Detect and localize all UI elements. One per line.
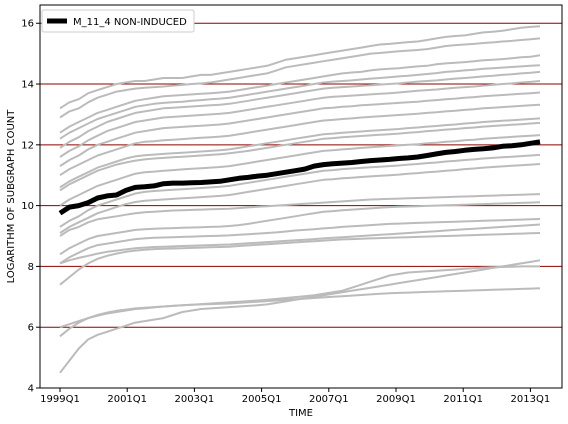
background-series-line	[59, 287, 541, 329]
legend: M_11_4 NON-INDUCED	[41, 9, 195, 33]
x-tick-label: 2009Q1	[376, 394, 416, 405]
y-tick-label: 6	[28, 323, 34, 334]
background-series-line	[59, 153, 541, 228]
background-series-line	[59, 54, 541, 134]
background-series-line	[59, 70, 541, 149]
highlight-series-line	[58, 139, 541, 216]
x-tick-label: 2007Q1	[309, 394, 349, 405]
background-series-line	[59, 223, 541, 265]
background-series-line	[59, 80, 541, 158]
y-tick-label: 16	[21, 19, 34, 30]
y-tick-label: 10	[21, 201, 34, 212]
background-series-line	[59, 259, 541, 374]
background-series-line	[59, 232, 541, 286]
background-series-line	[59, 103, 541, 177]
background-series-line	[59, 218, 541, 265]
background-series-line	[59, 91, 541, 167]
y-tick-label: 14	[21, 80, 34, 91]
x-tick-label: 2011Q1	[443, 394, 483, 405]
y-tick-label: 4	[28, 384, 34, 395]
legend-label: M_11_4 NON-INDUCED	[73, 17, 187, 28]
x-tick-label: 1999Q1	[40, 394, 80, 405]
background-series-line	[59, 64, 541, 140]
background-series-line	[59, 193, 541, 237]
background-series-group	[59, 25, 541, 374]
x-tick-label: 2005Q1	[242, 394, 282, 405]
y-tick-label: 8	[28, 262, 34, 273]
background-series-line	[59, 201, 541, 256]
legend-box	[41, 9, 195, 33]
highlight-series-group	[58, 139, 541, 216]
background-series-line	[59, 25, 541, 110]
background-series-line	[59, 134, 541, 207]
background-series-line	[59, 163, 541, 234]
background-series-line	[59, 117, 541, 189]
background-series-line	[59, 121, 541, 192]
x-tick-label: 2001Q1	[107, 394, 147, 405]
y-tick-label: 12	[21, 140, 34, 151]
x-tick-label: 2013Q1	[511, 394, 551, 405]
y-axis-label: LOGARITHM OF SUBGRAPH COUNT	[6, 109, 17, 284]
background-series-line	[59, 265, 540, 338]
plot-frame	[39, 4, 563, 389]
axis-ticks: 4 6 8 10 12 14 16 1999Q1 2001Q1 2003Q1 2005Q1 2007Q…	[21, 19, 550, 405]
x-axis-label: TIME	[288, 408, 313, 419]
x-tick-label: 2003Q1	[175, 394, 215, 405]
background-series-line	[59, 37, 541, 119]
